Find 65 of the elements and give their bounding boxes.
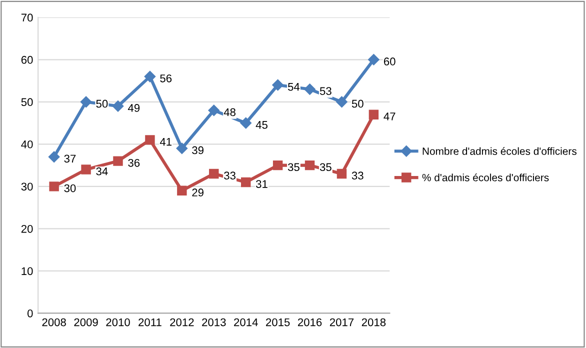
point — [240, 177, 251, 188]
point — [272, 160, 283, 170]
point — [48, 151, 60, 162]
data-label: 45 — [256, 121, 268, 129]
x-tick-label: 2018 — [362, 318, 386, 326]
point — [112, 100, 124, 112]
point — [209, 168, 219, 179]
x-tick-label: 2013 — [202, 318, 226, 326]
data-label: 39 — [192, 146, 204, 154]
y-tick-label: 50 — [21, 98, 33, 106]
point — [368, 54, 380, 66]
data-label: 48 — [224, 108, 236, 116]
point — [145, 135, 155, 145]
data-label: 31 — [256, 180, 268, 188]
data-label: 33 — [352, 172, 364, 180]
point — [208, 104, 220, 116]
x-tick-label: 2015 — [266, 318, 290, 326]
data-label: 49 — [128, 104, 140, 112]
point — [176, 142, 188, 154]
y-tick-label: 40 — [21, 140, 33, 148]
data-label: 60 — [384, 58, 396, 66]
data-label: 53 — [320, 87, 332, 95]
x-tick-label: 2014 — [234, 318, 258, 326]
data-label: 56 — [160, 74, 172, 82]
x-tick-label: 2016 — [298, 318, 322, 326]
point — [144, 70, 156, 82]
point — [49, 182, 59, 192]
data-label: 33 — [224, 172, 236, 180]
x-tick-label: 2008 — [42, 318, 66, 326]
data-label: 35 — [288, 163, 300, 172]
x-tick-label: 2010 — [106, 318, 130, 326]
point — [240, 117, 252, 129]
data-label: 54 — [288, 83, 300, 91]
point — [272, 79, 284, 91]
point — [113, 156, 123, 166]
legend-label: Nombre d'admis écoles d'officiers — [422, 147, 577, 155]
y-tick-label: 0 — [27, 309, 33, 318]
x-tick-label: 2012 — [170, 318, 194, 326]
data-label: 50 — [352, 100, 364, 108]
point — [304, 160, 315, 170]
data-label: 37 — [64, 154, 76, 163]
point — [80, 96, 92, 108]
data-label: 36 — [128, 158, 140, 167]
point — [304, 84, 316, 95]
y-tick-label: 30 — [21, 182, 33, 191]
y-tick-label: 60 — [21, 56, 33, 64]
data-label: 34 — [96, 167, 108, 176]
data-label: 50 — [96, 100, 108, 108]
x-tick-label: 2009 — [74, 318, 98, 326]
data-label: 47 — [384, 112, 396, 120]
data-label: 30 — [64, 184, 76, 192]
data-label: 41 — [160, 138, 172, 146]
legend-label: % d'admis écoles d'officiers — [422, 174, 549, 182]
point — [336, 96, 348, 108]
x-tick-label: 2011 — [138, 318, 162, 326]
point — [336, 168, 347, 179]
data-label: 35 — [320, 163, 332, 172]
point — [368, 110, 379, 120]
point — [177, 186, 187, 196]
y-tick-label: 20 — [21, 224, 33, 233]
x-tick-label: 2017 — [330, 318, 354, 326]
data-label: 29 — [192, 188, 204, 196]
y-tick-label: 70 — [21, 14, 33, 22]
point — [81, 164, 91, 174]
y-tick-label: 10 — [22, 267, 33, 276]
